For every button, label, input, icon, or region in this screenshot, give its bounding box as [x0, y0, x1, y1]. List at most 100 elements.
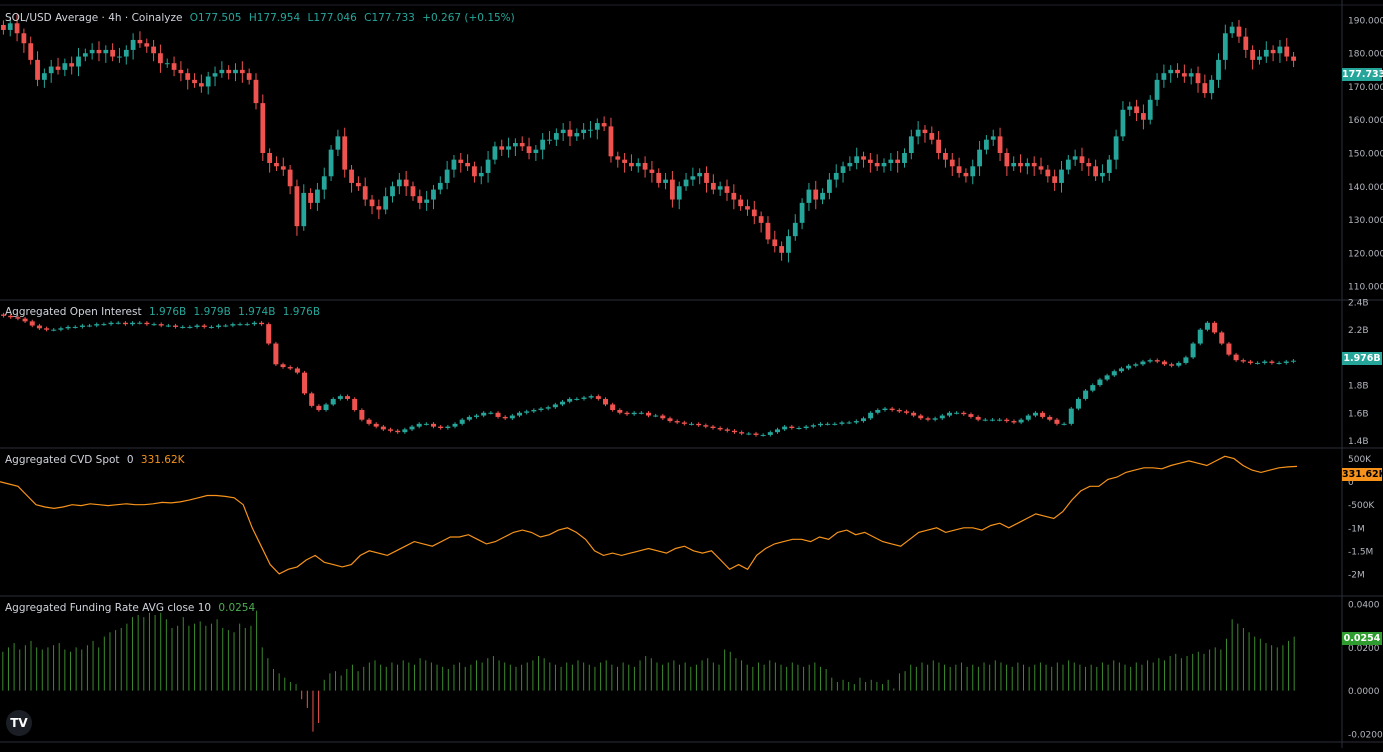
price-candle — [908, 136, 914, 153]
price-candle — [96, 49, 102, 54]
oi-candle — [989, 419, 995, 421]
price-candle — [635, 162, 641, 167]
oi-candle — [1262, 361, 1268, 363]
oi-candle — [359, 410, 365, 420]
oi-candle — [839, 422, 845, 424]
oi-candle — [29, 321, 35, 326]
oi-candle — [180, 326, 186, 328]
oi-candle — [22, 318, 28, 322]
price-candle — [874, 162, 880, 167]
price-candle — [772, 239, 778, 247]
price-candle — [676, 186, 682, 200]
price-candle — [451, 159, 457, 170]
oi-candle — [502, 416, 508, 419]
price-candle — [48, 66, 54, 74]
price-candle — [383, 196, 389, 210]
price-candle — [219, 69, 225, 74]
price-candle — [499, 146, 505, 150]
price-candle — [943, 153, 948, 160]
oi-candle — [538, 408, 544, 410]
price-candle — [827, 179, 832, 193]
price-candle — [929, 133, 935, 140]
price-candle — [321, 176, 327, 190]
price-candle — [758, 216, 764, 223]
price-candle — [594, 123, 600, 130]
price-candle — [540, 139, 546, 150]
oi-candle — [244, 324, 250, 326]
price-candle — [444, 169, 450, 183]
price-candle — [588, 129, 593, 131]
oi-candle — [1047, 416, 1053, 420]
oi-candle — [36, 325, 42, 329]
funding-legend-title: Aggregated Funding Rate AVG close 10 — [5, 602, 212, 614]
price-candle — [369, 199, 375, 207]
oi-candle — [624, 412, 630, 415]
price-candle — [130, 39, 136, 50]
oi-candle — [15, 317, 21, 319]
price-candle — [977, 149, 982, 167]
price-candle — [342, 136, 348, 170]
price-candle — [1263, 49, 1269, 57]
oi-candle — [165, 325, 171, 327]
price-axis-tick-5: 140.000 — [1348, 183, 1383, 193]
price-candle — [1161, 73, 1167, 80]
oi-candle — [345, 396, 351, 399]
price-candle — [239, 69, 245, 74]
oi-candle — [352, 398, 358, 410]
oi-axis-tick-4: 1.6B — [1348, 409, 1369, 419]
price-candle — [431, 189, 436, 200]
oi-candle — [337, 396, 343, 399]
oi-candle — [158, 324, 164, 326]
price-candle — [670, 179, 675, 200]
funding-legend-value: 0.0254 — [218, 602, 256, 614]
oi-candle — [1154, 360, 1160, 362]
price-candle — [1250, 49, 1256, 60]
oi-candle — [1240, 360, 1246, 362]
price-candle — [779, 246, 785, 253]
oi-candle — [58, 328, 64, 330]
oi-axis-tick-0: 2.4B — [1348, 299, 1369, 309]
oi-candle — [753, 433, 759, 435]
oi-candle — [1176, 362, 1182, 366]
price-candle — [547, 139, 552, 141]
price-candle — [745, 206, 750, 210]
oi-candle — [173, 325, 179, 327]
price-candle — [376, 206, 382, 210]
price-candle — [765, 222, 771, 240]
tradingview-logo-icon[interactable]: TV — [6, 710, 32, 736]
cvd-legend: Aggregated CVD Spot 0 331.62K — [5, 453, 189, 467]
oi-candle — [1025, 415, 1031, 420]
oi-candle — [1126, 365, 1132, 369]
oi-candle — [1104, 375, 1110, 380]
oi-candle — [1004, 419, 1010, 422]
oi-candle — [774, 429, 780, 433]
oi-candle — [509, 415, 515, 419]
oi-candle — [72, 326, 78, 328]
oi-legend-value-1: 1.976B — [148, 306, 187, 318]
price-candle — [1011, 162, 1017, 167]
oi-candle — [488, 412, 494, 414]
oi-candle — [760, 434, 766, 436]
price-candle — [963, 172, 969, 177]
oi-candle — [1040, 412, 1046, 417]
oi-candle — [1183, 357, 1189, 363]
oi-candle — [1247, 361, 1253, 363]
oi-candle — [431, 423, 437, 427]
price-candle — [792, 222, 798, 237]
price-candle — [103, 49, 109, 54]
oi-candle — [731, 430, 737, 433]
funding-axis-tick-1: 0.0200 — [1348, 644, 1380, 654]
oi-last-tag: 1.976B — [1342, 352, 1382, 365]
price-candle — [198, 83, 204, 87]
oi-candle — [237, 324, 243, 326]
price-candle — [697, 172, 703, 177]
price-axis-tick-2: 170.000 — [1348, 83, 1383, 93]
oi-candle — [588, 396, 594, 398]
price-candle — [21, 33, 27, 44]
oi-candle — [1097, 379, 1103, 386]
price-candle — [1202, 83, 1208, 94]
price-axis-tick-8: 110.000 — [1348, 283, 1383, 293]
price-candle — [301, 192, 307, 227]
price-candle — [902, 153, 907, 163]
